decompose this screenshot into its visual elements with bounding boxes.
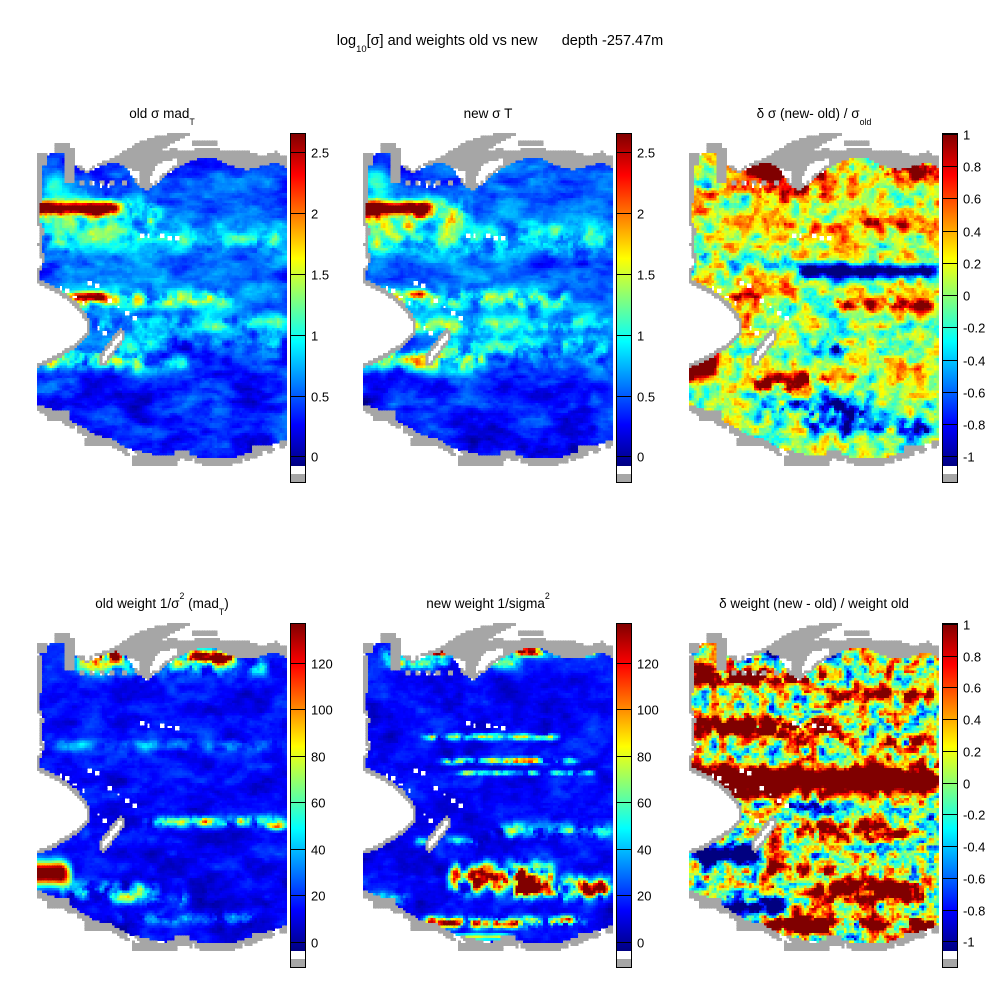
- colorbar-tick-label: 0: [637, 935, 645, 950]
- heatmap-old-sigma: [37, 133, 287, 483]
- panel-title: δ weight (new - old) / weight old: [719, 596, 909, 611]
- colorbar-delta-sigma: -1 -0.8 -0.6 -0.4 -0.2 0 0.2 0.4 0.6 0.8 1: [942, 127, 1000, 483]
- colorbar-tick-label: 1.5: [311, 267, 330, 282]
- colorbar-tick-label: 0.8: [963, 649, 982, 664]
- colorbar-tick-label: -1: [963, 934, 975, 949]
- colorbar-tick-label: 20: [637, 888, 652, 903]
- colorbar-tick-label: 20: [311, 888, 326, 903]
- colorbar-tick-label: 2.5: [637, 145, 656, 160]
- heatmap-new-sigma: [363, 133, 613, 483]
- colorbar-old-weight: 0 20 40 60 80 100 120: [290, 623, 352, 968]
- colorbar-tick-label: 0.8: [963, 159, 982, 174]
- colorbar-tick-label: 1: [963, 617, 971, 632]
- colorbar-gradient: [942, 133, 958, 483]
- colorbar-gradient: [290, 133, 306, 483]
- heatmap-new-weight: [363, 623, 613, 968]
- panel-title: new weight 1/sigma2: [426, 590, 550, 611]
- colorbar-tick-label: 40: [637, 842, 652, 857]
- colorbar-tick-label: 0: [311, 935, 319, 950]
- colorbar-tick-label: 2: [637, 206, 645, 221]
- panel-new-weight: new weight 1/sigma2 0 20 40 60 80 100 120: [363, 591, 659, 968]
- panel-new-sigma: new σ T 0 0.5 1 1.5 2 2.5: [363, 106, 655, 483]
- colorbar-delta-weight: -1 -0.8 -0.6 -0.4 -0.2 0 0.2 0.4 0.6 0.8 1: [942, 617, 1000, 968]
- colorbar-tick-label: 0.6: [963, 680, 982, 695]
- colorbar-tick-label: 1.5: [637, 267, 656, 282]
- heatmap-delta-weight: [689, 623, 939, 968]
- colorbar-new-weight: 0 20 40 60 80 100 120: [616, 623, 678, 968]
- colorbar-tick-label: -0.2: [963, 807, 986, 822]
- colorbar-tick-label: 0.4: [963, 712, 982, 727]
- colorbar-gradient: [616, 623, 632, 968]
- colorbar-tick-label: 80: [311, 749, 326, 764]
- colorbar-tick-label: 0.2: [963, 256, 982, 271]
- colorbar-tick-label: -0.4: [963, 839, 986, 854]
- colorbar-tick-label: 100: [311, 702, 333, 717]
- colorbar-tick-label: 0: [311, 449, 319, 464]
- colorbar-tick-label: 0.2: [963, 744, 982, 759]
- colorbar-tick-label: 40: [311, 842, 326, 857]
- heatmap-delta-sigma: [689, 133, 939, 483]
- figure-title: log10[σ] and weights old vs new depth -2…: [336, 33, 664, 55]
- colorbar-tick-label: -0.2: [963, 320, 986, 335]
- heatmap-old-weight: [37, 623, 287, 968]
- panel-old-sigma: old σ madT 0 0.5 1 1.5 2 2.5: [37, 106, 329, 483]
- colorbar-tick-label: 80: [637, 749, 652, 764]
- colorbar-tick-label: 0.4: [963, 224, 982, 239]
- colorbar-tick-label: 2: [311, 206, 319, 221]
- colorbar-tick-label: 0: [963, 776, 971, 791]
- colorbar-gradient: [290, 623, 306, 968]
- colorbar-tick-label: 60: [311, 795, 326, 810]
- colorbar-tick-label: 0.6: [963, 191, 982, 206]
- colorbar-tick-label: 0.5: [637, 389, 656, 404]
- panel-delta-sigma: δ σ (new- old) / σold -1 -0.8 -0.6 -0.4 -0.2…: [689, 106, 985, 483]
- colorbar-tick-label: 1: [311, 328, 319, 343]
- colorbar-tick-label: -0.8: [963, 417, 986, 432]
- colorbar-tick-label: 100: [637, 702, 659, 717]
- colorbar-tick-label: -0.6: [963, 871, 986, 886]
- panel-title: old σ madT: [129, 106, 195, 127]
- colorbar-tick-label: -0.6: [963, 385, 986, 400]
- colorbar-tick-label: 1: [963, 127, 971, 142]
- colorbar-gradient: [942, 623, 958, 968]
- colorbar-new-sigma: 0 0.5 1 1.5 2 2.5: [616, 133, 678, 483]
- colorbar-tick-label: 1: [637, 328, 645, 343]
- colorbar-tick-label: 0: [637, 449, 645, 464]
- colorbar-tick-label: 120: [311, 656, 333, 671]
- panel-title: δ σ (new- old) / σold: [756, 106, 872, 127]
- colorbar-tick-label: 0: [963, 288, 971, 303]
- colorbar-tick-label: 60: [637, 795, 652, 810]
- colorbar-tick-label: 2.5: [311, 145, 330, 160]
- colorbar-tick-label: -0.4: [963, 353, 986, 368]
- panel-delta-weight: δ weight (new - old) / weight old -1 -0.8…: [689, 596, 985, 968]
- colorbar-tick-label: 0.5: [311, 389, 330, 404]
- colorbar-gradient: [616, 133, 632, 483]
- colorbar-old-sigma: 0 0.5 1 1.5 2 2.5: [290, 133, 352, 483]
- panel-title: new σ T: [463, 106, 513, 121]
- colorbar-tick-label: -1: [963, 449, 975, 464]
- panel-title: old weight 1/σ2 (madT): [95, 590, 229, 617]
- colorbar-tick-label: 120: [637, 656, 659, 671]
- colorbar-tick-label: -0.8: [963, 903, 986, 918]
- panel-old-weight: old weight 1/σ2 (madT) 0 20 40 60 80 100 120: [37, 591, 333, 968]
